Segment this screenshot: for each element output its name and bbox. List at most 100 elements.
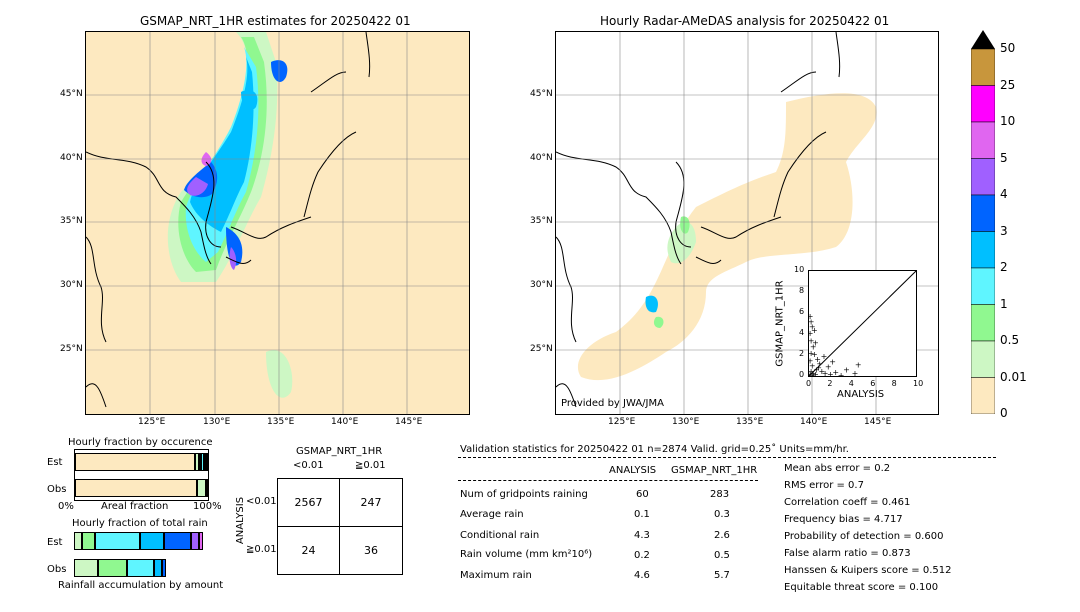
right-lon-tick-130: 130°E — [672, 417, 700, 427]
colorbar-block — [970, 158, 996, 196]
score-1: RMS error = 0.7 — [784, 480, 864, 491]
bar-segment — [74, 559, 98, 577]
total-rain-x-label: Rainfall accumulation by amount — [58, 580, 224, 591]
right-lat-tick-40: 40°N — [530, 153, 553, 163]
colorbar-extend-arrow — [971, 30, 995, 49]
bar-segment — [196, 479, 206, 497]
scatter-x-axis-label: ANALYSIS — [837, 389, 885, 400]
val-row3-analysis: 0.2 — [634, 550, 650, 561]
val-row0-label: Num of gridpoints raining — [460, 489, 588, 500]
score-7: Equitable threat score = 0.100 — [784, 582, 939, 593]
score-5: False alarm ratio = 0.873 — [784, 548, 911, 559]
scatter-point: + — [829, 357, 836, 366]
scatter-x-tick: 2 — [827, 379, 833, 388]
contingency-header: GSMAP_NRT_1HR — [296, 446, 383, 457]
val-row1-analysis: 0.1 — [634, 509, 650, 520]
right-lon-tick-135: 135°E — [736, 417, 764, 427]
scatter-point: + — [822, 369, 829, 376]
scatter-point: + — [809, 323, 816, 332]
colorbar-label: 4 — [1000, 187, 1008, 201]
colorbar-label: 0 — [1000, 406, 1008, 420]
bar-segment — [95, 532, 141, 550]
bar-segment — [201, 453, 204, 471]
contingency-col-label-1: ≧0.01 — [355, 460, 386, 471]
occurrence-x-tick-0: 0% — [58, 501, 74, 512]
right-lon-tick-140: 140°E — [800, 417, 828, 427]
scatter-point: + — [809, 371, 816, 376]
right-lon-tick-145: 145°E — [864, 417, 892, 427]
left-lon-tick-135: 135°E — [267, 417, 295, 427]
scatter-point: + — [809, 356, 813, 365]
bar-segment — [206, 479, 208, 497]
scatter-point: + — [821, 352, 828, 361]
val-row2-gsmap: 2.6 — [714, 530, 730, 541]
occurrence-title: Hourly fraction by occurence — [68, 437, 213, 448]
left-lat-tick-40: 40°N — [60, 153, 83, 163]
scatter-y-axis-label: GSMAP_NRT_1HR — [774, 280, 786, 367]
val-row4-analysis: 4.6 — [634, 570, 650, 581]
right-lat-tick-45: 45°N — [530, 89, 553, 99]
scatter-point: + — [809, 336, 814, 345]
scatter-y-tick: 6 — [799, 307, 805, 316]
score-0: Mean abs error = 0.2 — [784, 463, 891, 474]
scatter-point: + — [832, 368, 839, 376]
validation-header: Validation statistics for 20250422 01 n=… — [460, 444, 849, 455]
left-lat-tick-35: 35°N — [60, 216, 83, 226]
bar-segment — [127, 559, 154, 577]
colorbar-label: 5 — [1000, 150, 1008, 165]
left-map-grid — [86, 32, 469, 414]
left-map-title: GSMAP_NRT_1HR estimates for 20250422 01 — [140, 14, 411, 28]
colorbar-block — [970, 121, 996, 159]
score-4: Probability of detection = 0.600 — [784, 531, 944, 542]
val-row0-analysis: 60 — [636, 489, 649, 500]
val-row1-label: Average rain — [460, 509, 524, 520]
occurrence-obs-label: Obs — [47, 484, 67, 495]
scatter-point: + — [812, 338, 819, 347]
scatter-x-tick: 0 — [806, 379, 812, 388]
scatter-point: + — [811, 350, 818, 359]
contingency-cell-00: 2567 — [294, 496, 323, 509]
colorbar-label: 10 — [1000, 114, 1016, 128]
validation-dash-line — [458, 457, 996, 458]
bar-segment — [75, 479, 197, 497]
val-row2-analysis: 4.3 — [634, 530, 650, 541]
provider-credit: Provided by JWA/JMA — [561, 398, 664, 409]
occurrence-x-label: Areal fraction — [101, 501, 169, 512]
scatter-x-tick: 8 — [891, 379, 897, 388]
val-row3-label: Rain volume (mm km²10⁶) — [460, 549, 593, 560]
colorbar-block — [970, 48, 996, 86]
bar-segment — [198, 453, 202, 471]
scatter-inset: + + + + + + + + + + + + + + + + + + + + + + + + + + + + + + + + — [807, 270, 917, 380]
colorbar-label: 2 — [1000, 260, 1008, 274]
val-row0-gsmap: 283 — [710, 489, 730, 500]
right-analysis-area — [577, 93, 877, 381]
colorbar-block — [970, 340, 996, 378]
scatter-y-tick: 8 — [799, 286, 805, 295]
validation-col-analysis: ANALYSIS — [609, 465, 657, 476]
total-rain-title: Hourly fraction of total rain — [72, 518, 208, 529]
bar-segment — [75, 453, 195, 471]
scatter-point: + — [809, 317, 814, 326]
colorbar-label: 25 — [1000, 77, 1016, 92]
colorbar-label: 3 — [1000, 223, 1008, 238]
scatter-point: + — [809, 370, 813, 376]
occurrence-est-bar — [75, 453, 208, 471]
right-lon-tick-125: 125°E — [608, 417, 636, 427]
bar-segment — [194, 453, 199, 471]
contingency-col-label-0: <0.01 — [293, 460, 324, 471]
scatter-point: + — [812, 370, 819, 376]
scatter-point: + — [814, 355, 821, 364]
right-map-title: Hourly Radar-AMeDAS analysis for 2025042… — [600, 14, 890, 28]
scatter-point: + — [816, 359, 823, 368]
left-lat-tick-30: 30°N — [60, 280, 83, 290]
bar-segment — [205, 453, 208, 471]
colorbar-block — [970, 194, 996, 232]
left-rain-field — [167, 32, 293, 398]
scatter-point: + — [809, 367, 814, 376]
colorbar-block — [970, 85, 996, 123]
val-row3-gsmap: 0.5 — [714, 550, 730, 561]
total-rain-axes — [74, 531, 207, 578]
scatter-diagonal — [808, 270, 917, 377]
val-row4-gsmap: 5.7 — [714, 570, 730, 581]
scatter-x-tick: 10 — [913, 379, 924, 388]
